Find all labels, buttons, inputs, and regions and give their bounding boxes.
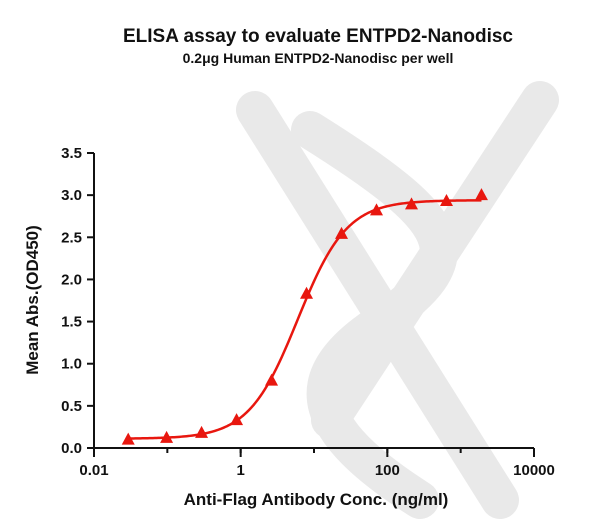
chart-title: ELISA assay to evaluate ENTPD2-Nanodisc xyxy=(123,26,513,47)
y-tick-label: 2.0 xyxy=(61,271,82,288)
y-tick-label: 3.5 xyxy=(61,145,82,162)
data-points-layer xyxy=(121,188,488,445)
chart-subtitle: 0.2μg Human ENTPD2-Nanodisc per well xyxy=(183,50,454,66)
data-point xyxy=(230,413,244,426)
fit-curve xyxy=(128,199,482,440)
x-tick-label: 100 xyxy=(375,462,400,479)
watermark-logo xyxy=(236,81,559,519)
y-tick-label: 0.0 xyxy=(61,440,82,457)
data-point xyxy=(265,373,279,386)
data-point xyxy=(195,425,209,438)
data-point xyxy=(335,226,349,239)
y-axis-label: Mean Abs.(OD450) xyxy=(23,225,42,375)
fit-curve-layer xyxy=(128,199,482,440)
data-point xyxy=(405,197,419,210)
y-tick-label: 1.0 xyxy=(61,356,82,373)
y-tick-label: 2.5 xyxy=(61,229,82,246)
data-point xyxy=(121,432,135,445)
y-tick-label: 0.5 xyxy=(61,398,82,415)
data-point xyxy=(300,286,314,299)
x-tick-label: 1 xyxy=(236,462,244,479)
data-point xyxy=(439,194,453,207)
y-tick-label: 1.5 xyxy=(61,314,82,331)
x-tick-label: 10000 xyxy=(513,462,555,479)
data-point xyxy=(160,430,174,443)
data-point xyxy=(370,203,384,216)
data-point xyxy=(474,188,488,201)
y-tick-label: 3.0 xyxy=(61,187,82,204)
x-axis-label: Anti-Flag Antibody Conc. (ng/ml) xyxy=(184,490,449,509)
axes: 0.0 0.5 1.0 1.5 2.0 2.5 3.0 3.5 0.01 1 100 10000 xyxy=(61,145,555,479)
x-tick-label: 0.01 xyxy=(79,462,108,479)
